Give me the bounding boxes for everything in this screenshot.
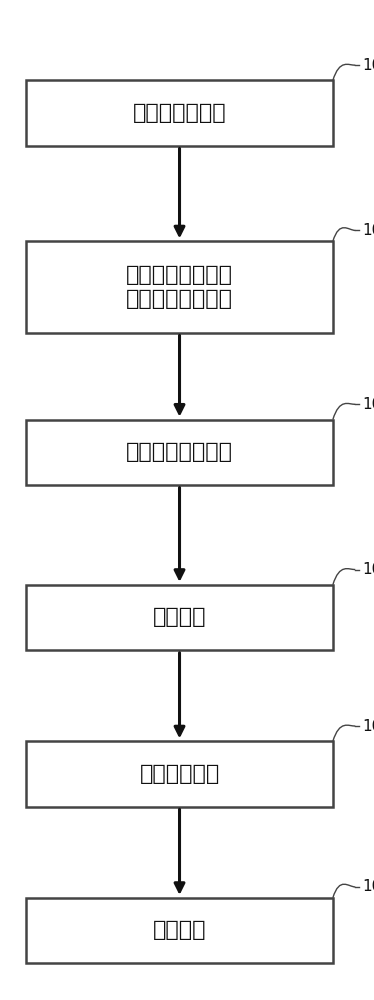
Text: 101: 101 (363, 58, 374, 73)
Text: 计算荧光补偿矩阵: 计算荧光补偿矩阵 (126, 442, 233, 462)
Bar (26, 80, 333, 146)
Text: 补偿修正: 补偿修正 (153, 607, 206, 627)
Bar (26, 241, 333, 333)
Text: 单阳性样本测试: 单阳性样本测试 (133, 103, 226, 123)
Text: 荧光补偿: 荧光补偿 (153, 920, 206, 940)
Bar (26, 420, 333, 485)
Text: 102: 102 (363, 223, 374, 238)
Text: 103: 103 (363, 397, 374, 412)
Text: 105: 105 (363, 719, 374, 734)
Text: 多色分析测试: 多色分析测试 (140, 764, 220, 784)
Bar (26, 741, 333, 807)
Text: 106: 106 (363, 879, 374, 894)
Text: 计算各通道荧光泄
漏系数及泄漏矩阵: 计算各通道荧光泄 漏系数及泄漏矩阵 (126, 265, 233, 309)
Text: 104: 104 (363, 562, 374, 577)
Bar (26, 585, 333, 650)
Bar (26, 898, 333, 963)
